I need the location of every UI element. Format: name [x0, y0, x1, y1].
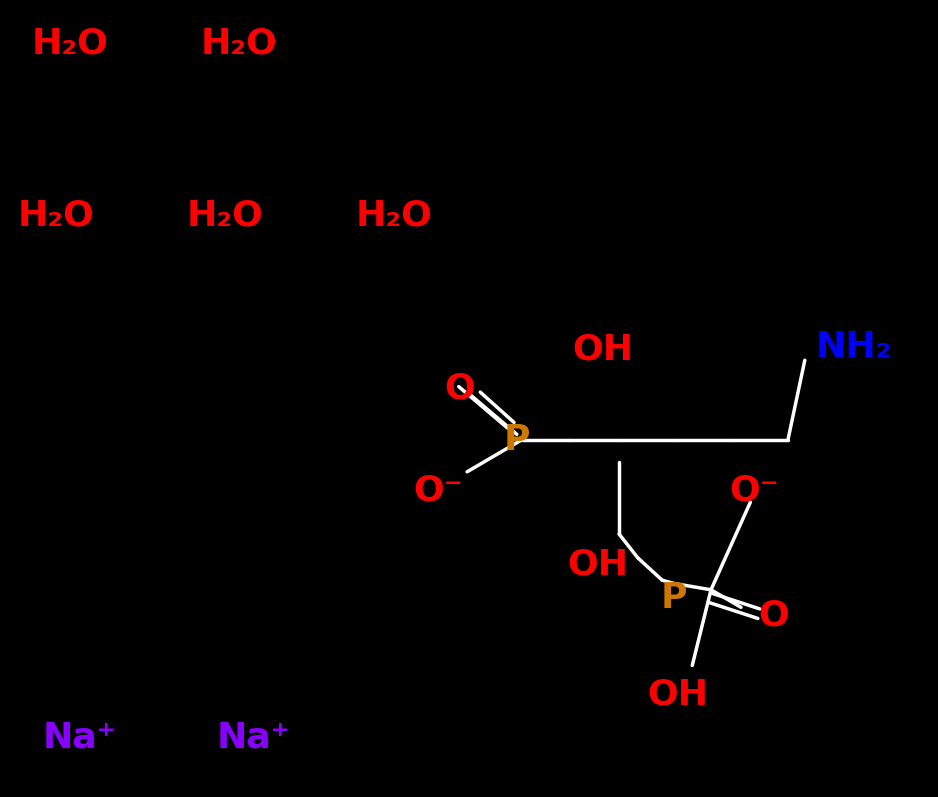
Text: O⁻: O⁻	[413, 473, 463, 507]
Text: O⁻: O⁻	[729, 473, 779, 507]
Text: OH: OH	[567, 548, 628, 581]
Text: OH: OH	[572, 332, 633, 366]
Text: P: P	[504, 423, 530, 457]
Text: H₂O: H₂O	[187, 198, 264, 232]
Text: O: O	[758, 599, 789, 632]
Text: H₂O: H₂O	[32, 27, 109, 61]
Text: OH: OH	[647, 678, 708, 712]
Text: Na⁺: Na⁺	[43, 720, 116, 754]
Text: NH₂: NH₂	[816, 330, 893, 363]
Text: H₂O: H₂O	[18, 198, 95, 232]
Text: H₂O: H₂O	[201, 27, 278, 61]
Text: Na⁺: Na⁺	[217, 720, 290, 754]
Text: H₂O: H₂O	[356, 198, 432, 232]
Text: P: P	[660, 581, 687, 614]
Text: O: O	[445, 372, 475, 406]
